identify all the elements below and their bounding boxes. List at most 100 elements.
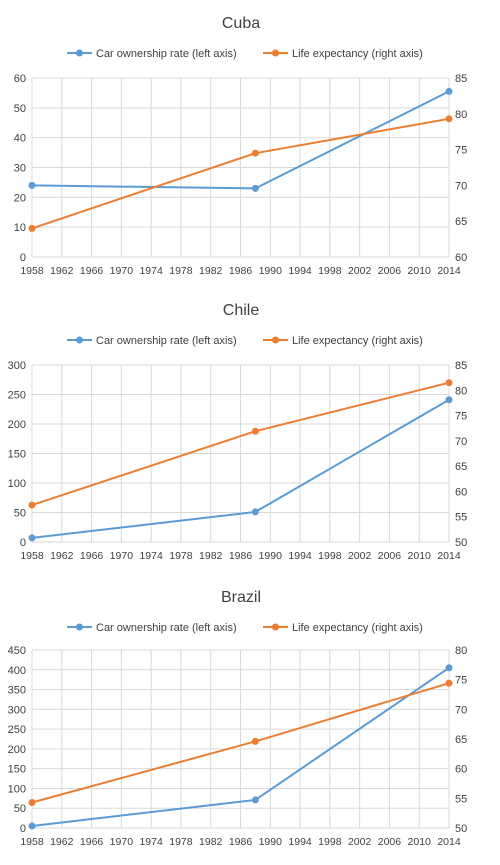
right-axis-tick-label: 85	[455, 73, 467, 85]
data-point	[445, 87, 453, 95]
left-axis-tick-label: 40	[14, 133, 26, 145]
chart-cuba: Cuba Car ownership rate (left axis) Life e…	[14, 15, 468, 277]
left-axis-tick-label: 250	[8, 724, 26, 736]
left-axis-tick-label: 400	[8, 665, 26, 677]
chart-title: Brazil	[221, 589, 261, 606]
x-axis-tick-label: 2014	[437, 836, 461, 848]
left-axis-tick-label: 300	[8, 360, 26, 372]
chart-title: Cuba	[222, 15, 260, 32]
right-axis-tick-label: 70	[455, 704, 467, 716]
legend-item: Car ownership rate (left axis)	[67, 335, 237, 347]
x-axis-tick-label: 1982	[199, 265, 223, 277]
data-point	[445, 115, 453, 123]
legend-item: Life expectancy (right axis)	[263, 622, 423, 634]
left-axis-tick-label: 30	[14, 163, 26, 175]
right-axis-tick-label: 55	[455, 512, 467, 524]
x-axis-tick-label: 1974	[139, 265, 163, 277]
legend-dot-marker	[76, 49, 83, 57]
right-axis-tick-label: 75	[455, 675, 467, 687]
right-axis-tick-label: 75	[455, 411, 467, 423]
legend-item: Car ownership rate (left axis)	[67, 48, 237, 60]
x-axis-tick-label: 2006	[378, 836, 402, 848]
x-axis-tick-label: 1982	[199, 550, 223, 562]
data-point	[445, 679, 453, 687]
left-axis-tick-label: 250	[8, 390, 26, 402]
legend-label: Life expectancy (right axis)	[292, 622, 423, 634]
x-axis-tick-label: 1966	[80, 265, 104, 277]
x-axis-tick-label: 1986	[229, 836, 253, 848]
x-axis-tick-label: 2014	[437, 550, 461, 562]
legend-dot-marker	[272, 49, 279, 57]
right-axis-tick-label: 70	[455, 180, 467, 192]
x-axis-tick-label: 1978	[169, 550, 193, 562]
x-axis-tick-label: 1958	[20, 265, 44, 277]
left-axis-tick-label: 50	[14, 103, 26, 115]
right-axis-tick-label: 65	[455, 216, 467, 228]
x-axis-tick-label: 2002	[348, 550, 372, 562]
legend-label: Car ownership rate (left axis)	[96, 48, 237, 60]
data-point	[445, 379, 453, 387]
right-axis-tick-label: 70	[455, 436, 467, 448]
legend-dot-marker	[272, 336, 279, 344]
x-axis-tick-label: 2010	[408, 265, 432, 277]
x-axis-tick-label: 2002	[348, 265, 372, 277]
x-axis-tick-label: 2010	[408, 550, 432, 562]
right-axis-tick-label: 80	[455, 109, 467, 121]
data-point	[28, 534, 36, 542]
data-point	[251, 737, 259, 745]
right-axis-tick-label: 60	[455, 486, 467, 498]
data-point	[28, 798, 36, 806]
x-axis-tick-label: 1978	[169, 836, 193, 848]
data-point	[251, 796, 259, 804]
x-axis-tick-label: 1970	[110, 550, 134, 562]
x-axis-tick-label: 1994	[288, 836, 312, 848]
data-point	[28, 181, 36, 189]
right-axis-tick-label: 60	[455, 764, 467, 776]
right-axis-tick-label: 80	[455, 645, 467, 657]
left-axis-tick-label: 60	[14, 73, 26, 85]
x-axis-tick-label: 1986	[229, 265, 253, 277]
right-axis-tick-label: 50	[455, 537, 467, 549]
right-axis-tick-label: 50	[455, 823, 467, 835]
legend-dot-marker	[272, 623, 279, 631]
x-axis-tick-label: 1998	[318, 265, 342, 277]
left-axis-tick-label: 350	[8, 685, 26, 697]
right-axis-tick-label: 75	[455, 145, 467, 157]
x-axis-tick-label: 1966	[80, 550, 104, 562]
x-axis-tick-label: 2010	[408, 836, 432, 848]
x-axis-tick-label: 1990	[259, 265, 283, 277]
legend-item: Life expectancy (right axis)	[263, 48, 423, 60]
data-point	[28, 822, 36, 830]
x-axis-tick-label: 1958	[20, 550, 44, 562]
left-axis-tick-label: 200	[8, 419, 26, 431]
x-axis-tick-label: 1990	[259, 836, 283, 848]
left-axis-tick-label: 20	[14, 192, 26, 204]
x-axis-tick-label: 2014	[437, 265, 461, 277]
left-axis-tick-label: 200	[8, 744, 26, 756]
right-axis-tick-label: 80	[455, 385, 467, 397]
x-axis-tick-label: 1998	[318, 836, 342, 848]
left-axis-tick-label: 50	[14, 803, 26, 815]
left-axis-tick-label: 0	[20, 537, 26, 549]
x-axis-tick-label: 1994	[288, 265, 312, 277]
left-axis-tick-label: 0	[20, 823, 26, 835]
data-point	[445, 664, 453, 672]
left-axis-tick-label: 300	[8, 704, 26, 716]
legend-item: Life expectancy (right axis)	[263, 335, 423, 347]
legend-dot-marker	[76, 623, 83, 631]
x-axis-tick-label: 1962	[50, 550, 74, 562]
x-axis-tick-label: 1958	[20, 836, 44, 848]
left-axis-tick-label: 100	[8, 478, 26, 490]
x-axis-tick-label: 1978	[169, 265, 193, 277]
data-point	[251, 427, 259, 435]
right-axis-tick-label: 65	[455, 461, 467, 473]
x-axis-tick-label: 1998	[318, 550, 342, 562]
x-axis-tick-label: 1974	[139, 550, 163, 562]
x-axis-tick-label: 1986	[229, 550, 253, 562]
right-axis-tick-label: 85	[455, 360, 467, 372]
right-axis-tick-label: 55	[455, 793, 467, 805]
x-axis-tick-label: 1966	[80, 836, 104, 848]
legend-item: Car ownership rate (left axis)	[67, 622, 237, 634]
